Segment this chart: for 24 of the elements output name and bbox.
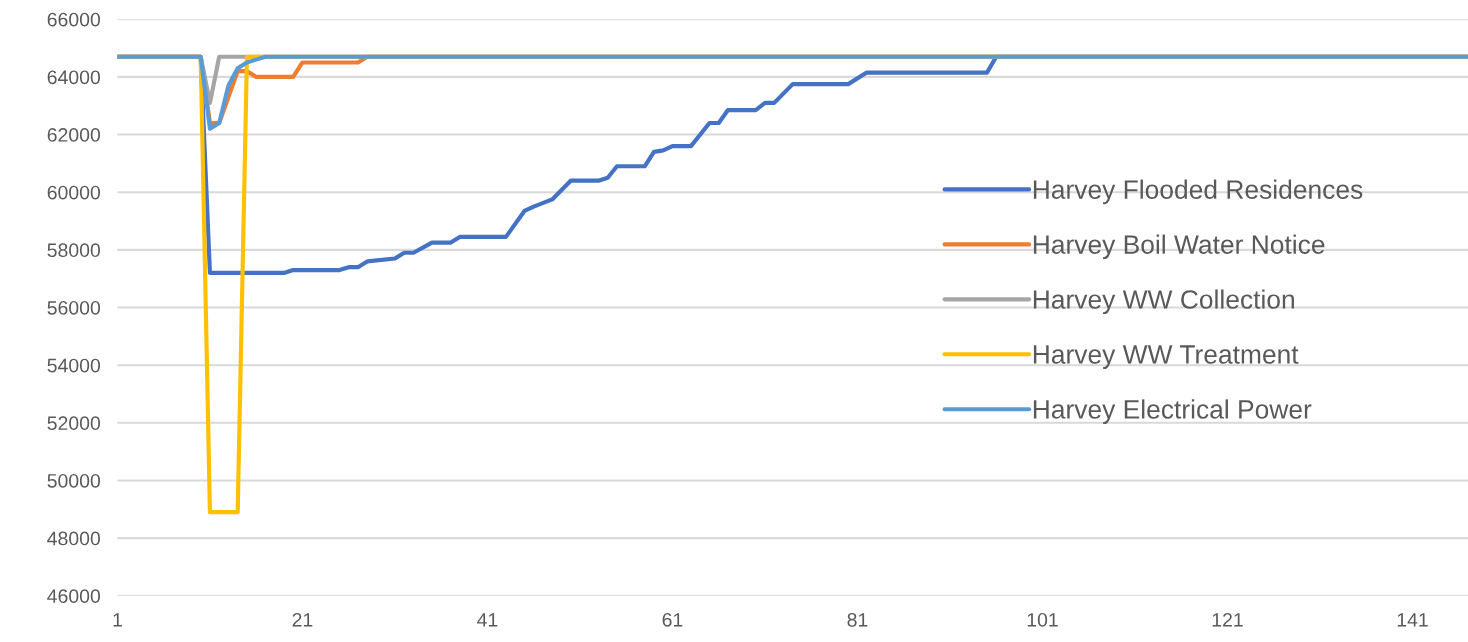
x-tick-label: 61	[662, 612, 683, 627]
legend-label: Harvey Electrical Power	[1033, 399, 1312, 424]
x-tick-label: 81	[847, 612, 868, 627]
y-tick-label: 60000	[47, 185, 101, 200]
legend-label: Harvey WW Treatment	[1033, 345, 1299, 369]
x-tick-label: 1	[113, 613, 122, 627]
y-tick-label: 64000	[47, 70, 101, 85]
legend-label: Harvey WW Collection	[1033, 289, 1294, 315]
x-tick-label: 41	[477, 613, 498, 627]
legend-label: Harvey Boil Water Notice	[1033, 234, 1325, 260]
legend-label: Harvey Flooded Residences	[1033, 179, 1363, 205]
y-tick-label: 48000	[47, 531, 101, 546]
y-tick-label: 62000	[47, 128, 101, 142]
y-tick-label: 56000	[47, 300, 101, 315]
x-tick-label: 101	[1027, 612, 1058, 627]
x-tick-label: 21	[292, 612, 313, 627]
y-tick-label: 66000	[47, 12, 101, 27]
y-tick-label: 46000	[47, 589, 101, 604]
y-tick-label: 58000	[47, 243, 101, 258]
y-tick-label: 52000	[47, 416, 101, 431]
y-tick-label: 50000	[47, 473, 101, 488]
x-tick-label: 141	[1397, 613, 1428, 627]
x-tick-label: 121	[1212, 612, 1243, 627]
y-tick-label: 54000	[47, 358, 101, 373]
